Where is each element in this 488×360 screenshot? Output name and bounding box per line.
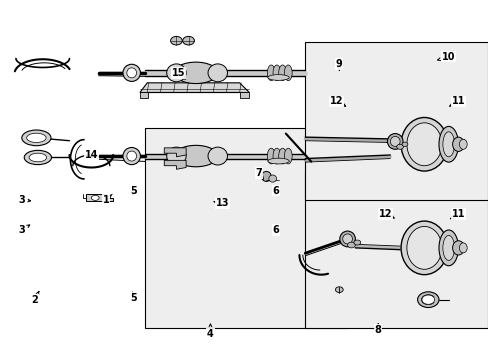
Ellipse shape <box>278 148 286 164</box>
Ellipse shape <box>267 75 288 80</box>
Ellipse shape <box>458 139 466 149</box>
Ellipse shape <box>267 148 275 164</box>
Ellipse shape <box>442 235 454 260</box>
Text: 1: 1 <box>102 194 112 204</box>
Ellipse shape <box>22 130 51 146</box>
Ellipse shape <box>267 158 288 164</box>
Text: 5: 5 <box>130 292 137 303</box>
Polygon shape <box>239 93 249 98</box>
Ellipse shape <box>27 133 46 143</box>
Text: 6: 6 <box>272 186 279 196</box>
Polygon shape <box>164 148 186 157</box>
Text: 14: 14 <box>84 150 98 160</box>
Ellipse shape <box>347 242 355 248</box>
Ellipse shape <box>183 36 194 45</box>
Bar <box>305 171 487 328</box>
Bar <box>305 42 487 200</box>
Ellipse shape <box>174 145 217 167</box>
Text: 10: 10 <box>437 52 454 62</box>
Ellipse shape <box>353 240 360 245</box>
Ellipse shape <box>272 65 280 81</box>
Ellipse shape <box>261 171 271 181</box>
Ellipse shape <box>284 148 291 164</box>
Text: 7: 7 <box>255 168 263 179</box>
Ellipse shape <box>400 117 447 171</box>
Ellipse shape <box>335 287 343 293</box>
Ellipse shape <box>396 144 403 149</box>
Ellipse shape <box>386 134 402 149</box>
Ellipse shape <box>400 221 447 275</box>
Text: 3: 3 <box>19 195 31 204</box>
Text: 11: 11 <box>449 209 464 219</box>
Ellipse shape <box>207 64 227 82</box>
Text: 11: 11 <box>449 96 464 107</box>
Text: 13: 13 <box>214 198 229 208</box>
Ellipse shape <box>417 292 438 307</box>
Polygon shape <box>164 160 186 169</box>
Text: 9: 9 <box>335 59 342 70</box>
Ellipse shape <box>207 147 227 165</box>
Ellipse shape <box>442 132 454 157</box>
Ellipse shape <box>406 226 441 269</box>
Ellipse shape <box>401 142 407 147</box>
Ellipse shape <box>452 137 463 152</box>
Ellipse shape <box>166 64 186 82</box>
Ellipse shape <box>458 243 466 253</box>
Polygon shape <box>140 93 148 98</box>
Ellipse shape <box>170 36 182 45</box>
Text: 15: 15 <box>172 68 185 79</box>
Ellipse shape <box>389 136 399 147</box>
Text: 12: 12 <box>378 209 393 219</box>
Text: 12: 12 <box>329 96 345 107</box>
Ellipse shape <box>126 68 136 78</box>
Ellipse shape <box>126 151 136 161</box>
Ellipse shape <box>24 150 51 165</box>
Ellipse shape <box>284 65 291 81</box>
Text: 6: 6 <box>272 225 279 235</box>
Ellipse shape <box>122 148 140 165</box>
Polygon shape <box>86 194 113 202</box>
Ellipse shape <box>406 123 441 166</box>
Ellipse shape <box>339 231 355 247</box>
Text: 5: 5 <box>130 186 137 196</box>
Text: 8: 8 <box>374 324 381 335</box>
Bar <box>144 128 346 328</box>
Ellipse shape <box>122 64 140 81</box>
Ellipse shape <box>438 126 458 162</box>
Ellipse shape <box>452 241 463 255</box>
Ellipse shape <box>438 230 458 266</box>
Ellipse shape <box>272 148 280 164</box>
Text: 2: 2 <box>31 291 39 305</box>
Text: 3: 3 <box>19 225 30 235</box>
Polygon shape <box>140 83 249 93</box>
Ellipse shape <box>91 195 99 201</box>
Ellipse shape <box>166 147 186 165</box>
Text: 4: 4 <box>206 324 213 339</box>
Ellipse shape <box>268 175 276 182</box>
Ellipse shape <box>174 62 217 84</box>
Ellipse shape <box>421 295 434 304</box>
Ellipse shape <box>29 153 46 162</box>
Ellipse shape <box>267 65 275 81</box>
Ellipse shape <box>278 65 286 81</box>
Ellipse shape <box>342 234 352 244</box>
